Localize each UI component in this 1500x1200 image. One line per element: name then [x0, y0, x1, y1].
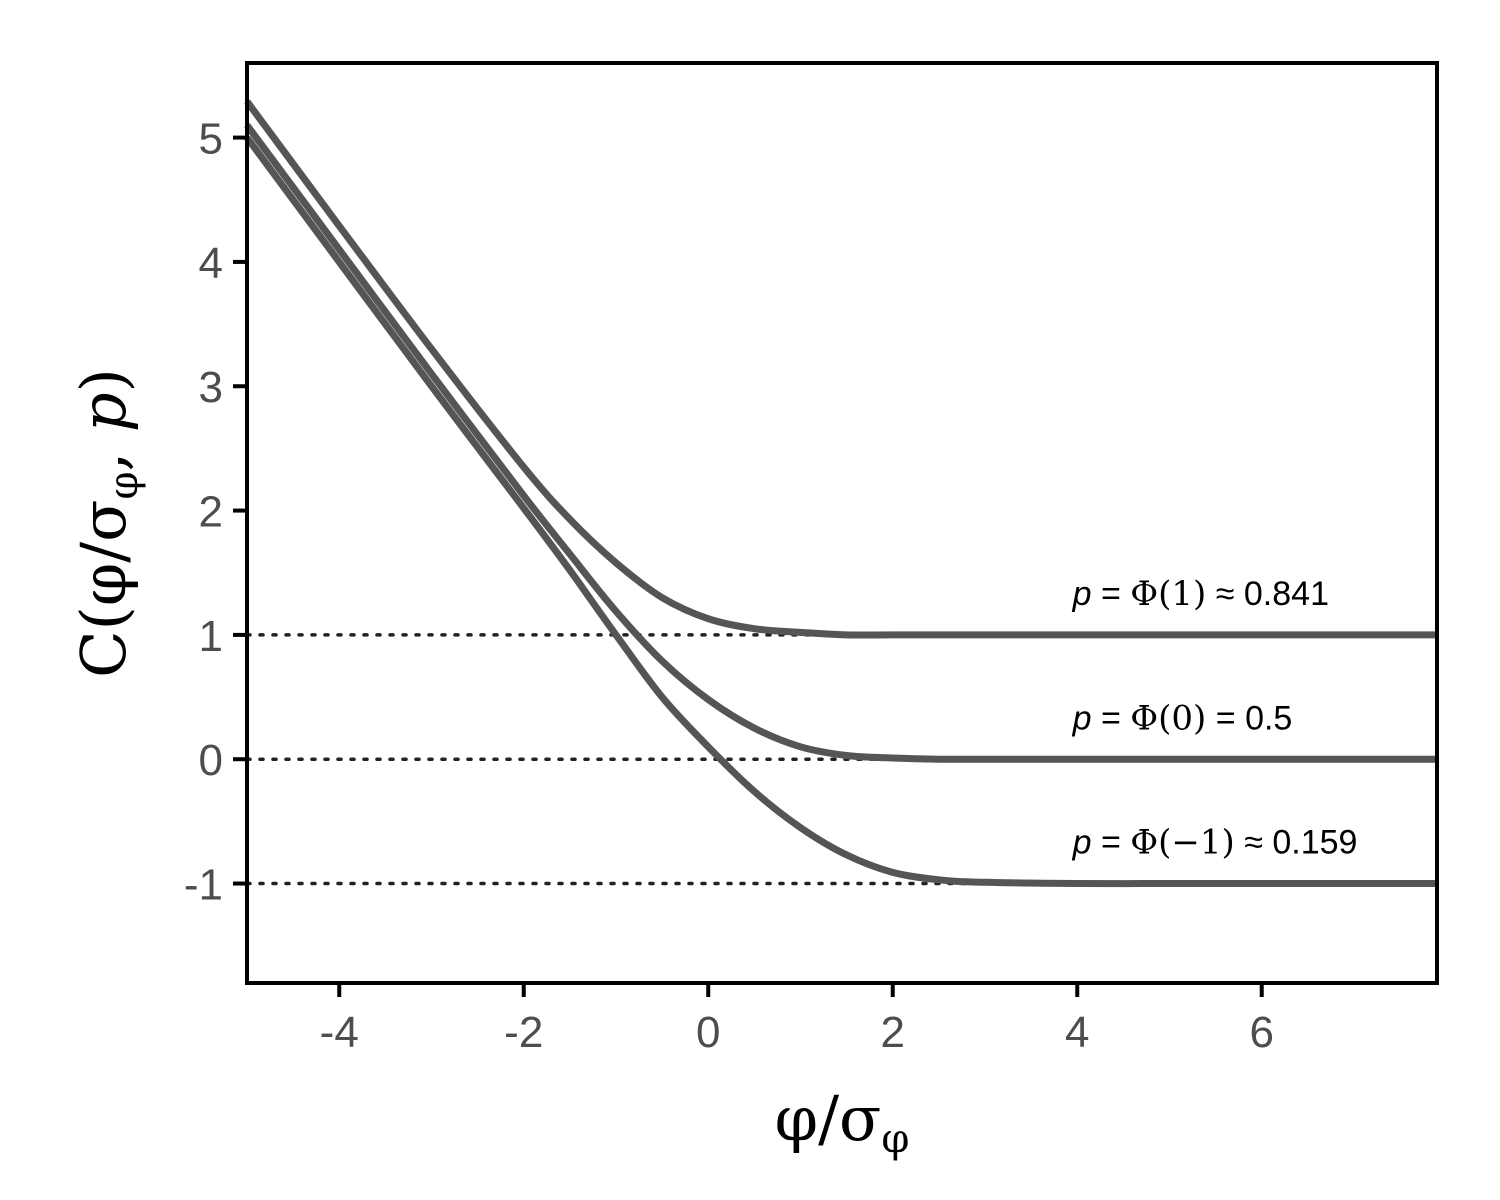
x-axis-title: φ/σφ: [775, 1082, 910, 1162]
x-tick-label-4: 4: [1065, 1008, 1089, 1057]
annotation-0-phi: Φ: [1130, 574, 1158, 614]
x-axis-title-slash: /: [818, 1082, 839, 1155]
y-tick-label-5: 4: [199, 239, 223, 288]
x-tick-label-0: -4: [320, 1008, 359, 1057]
x-tick-label-3: 2: [880, 1008, 904, 1057]
annotation-2-eq: =: [1092, 824, 1131, 862]
y-axis-title-slash: /: [67, 542, 140, 563]
annotation-2-value: 0.159: [1272, 824, 1357, 862]
annotation-1-value: 0.5: [1245, 699, 1292, 737]
y-axis-title-close: ): [67, 368, 140, 392]
annotation-0-p: p: [1072, 575, 1092, 613]
series-line-1: [244, 123, 1437, 763]
x-tick-label-1: -2: [504, 1008, 543, 1057]
y-axis-title-num: φ: [67, 563, 140, 606]
x-axis-title-sub: φ: [881, 1116, 909, 1162]
y-axis-title-open: C(: [67, 606, 140, 678]
annotation-1: p = Φ(0) = 0.5: [1072, 698, 1293, 738]
annotation-1-rel: =: [1206, 699, 1245, 737]
x-tick-label-5: 6: [1249, 1008, 1273, 1057]
series-line-0: [244, 99, 1437, 639]
annotation-0-arg: (1): [1158, 574, 1206, 614]
y-tick-label-2: 1: [199, 612, 223, 661]
series-lines: [244, 99, 1437, 888]
y-axis-title-sub: φ: [101, 472, 147, 500]
annotation-1-arg: (0): [1158, 698, 1206, 738]
annotation-0: p = Φ(1) ≈ 0.841: [1072, 574, 1329, 614]
annotation-1-eq: =: [1092, 699, 1131, 737]
x-axis-title-num: φ: [775, 1082, 818, 1155]
annotation-1-p: p: [1072, 699, 1092, 737]
y-tick-label-0: -1: [184, 861, 223, 910]
y-tick-label-1: 0: [199, 736, 223, 785]
annotation-2-rel: ≈: [1235, 824, 1273, 862]
x-tick-label-2: 0: [696, 1008, 720, 1057]
plot-frame: [245, 61, 1439, 985]
annotation-0-eq: =: [1092, 575, 1131, 613]
annotation-0-value: 0.841: [1244, 575, 1329, 613]
y-axis-title-comma: ,: [67, 432, 140, 471]
annotation-0-rel: ≈: [1206, 575, 1244, 613]
y-axis-title-den: σ: [67, 500, 140, 542]
y-tick-label-4: 3: [199, 363, 223, 412]
y-axis-title: C(φ/σφ, p): [67, 368, 147, 678]
annotation-2: p = Φ(−1) ≈ 0.159: [1072, 823, 1358, 863]
y-axis-title-p: p: [67, 392, 140, 432]
x-axis-title-den: σ: [839, 1082, 881, 1155]
y-axis-ticks: -1 0 1 2 3 4 5: [184, 115, 247, 910]
annotation-1-phi: Φ: [1130, 698, 1158, 738]
y-tick-label-6: 5: [199, 115, 223, 164]
annotation-2-phi: Φ: [1130, 823, 1158, 863]
y-tick-label-3: 2: [199, 488, 223, 537]
x-axis-ticks: -4 -2 0 2 4 6: [320, 983, 1274, 1057]
annotation-2-arg: (−1): [1158, 823, 1235, 863]
annotation-2-p: p: [1072, 824, 1092, 862]
series-line-2: [244, 135, 1437, 888]
